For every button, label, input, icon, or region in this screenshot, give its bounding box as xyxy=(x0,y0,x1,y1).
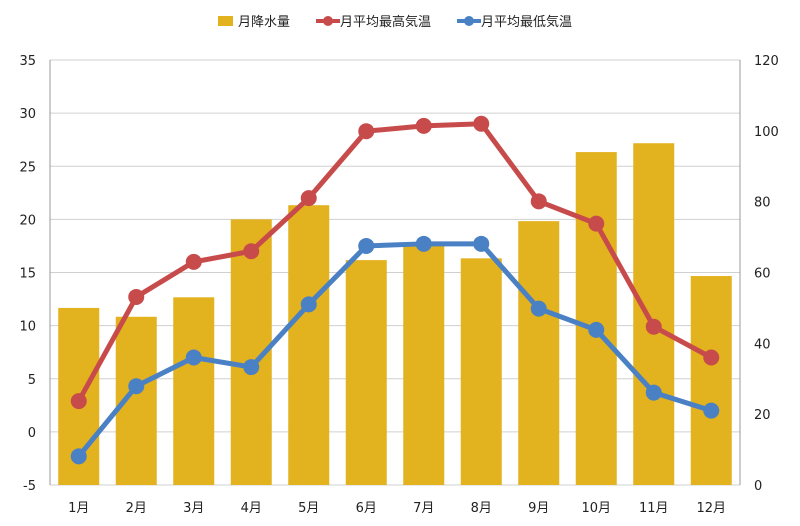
y-left-tick-label: 20 xyxy=(19,213,36,228)
point xyxy=(70,448,87,465)
y-left-tick-label: 35 xyxy=(19,54,36,69)
y-left-tick-label: 30 xyxy=(19,107,36,122)
point xyxy=(243,243,260,260)
legend-label: 月平均最高気温 xyxy=(340,14,431,30)
point xyxy=(70,393,87,410)
y-left-tick-label: 10 xyxy=(19,320,36,335)
point xyxy=(185,253,202,270)
point xyxy=(243,359,260,376)
x-tick-label: 5月 xyxy=(298,501,319,516)
y-right-tick-label: 40 xyxy=(754,337,771,352)
bar-precipitation xyxy=(575,152,617,486)
point xyxy=(645,318,662,335)
point xyxy=(473,235,490,252)
bar-precipitation xyxy=(288,205,330,486)
x-tick-label: 11月 xyxy=(639,501,669,516)
y-left-tick-label: 25 xyxy=(19,160,36,175)
point xyxy=(530,300,547,317)
x-tick-label: 4月 xyxy=(241,501,262,516)
y-right-tick-label: 0 xyxy=(754,479,762,494)
x-tick-label: 3月 xyxy=(183,501,204,516)
bar-precipitation xyxy=(690,276,732,485)
x-tick-label: 6月 xyxy=(356,501,377,516)
point xyxy=(530,193,547,210)
legend-label: 月平均最低気温 xyxy=(481,14,572,30)
point xyxy=(185,349,202,366)
x-tick-label: 2月 xyxy=(126,501,147,516)
y-left-tick-label: 5 xyxy=(28,373,36,388)
point xyxy=(703,402,720,419)
y-right-tick-label: 80 xyxy=(754,196,771,211)
legend-marker xyxy=(464,16,475,26)
point xyxy=(358,123,375,140)
x-tick-label: 12月 xyxy=(696,501,726,516)
x-tick-label: 1月 xyxy=(68,501,89,516)
bar-precipitation xyxy=(403,244,445,485)
line-max-temp xyxy=(76,121,713,403)
y-left-tick-label: -5 xyxy=(23,479,36,494)
point xyxy=(588,215,605,232)
bar-precipitation xyxy=(345,260,387,485)
x-tick-label: 8月 xyxy=(471,501,492,516)
bar-precipitation xyxy=(460,258,502,485)
x-tick-label: 10月 xyxy=(581,501,611,516)
y-right-tick-label: 60 xyxy=(754,267,771,282)
y-left-tick-label: 0 xyxy=(28,426,36,441)
legend-marker xyxy=(323,16,334,26)
x-tick-label: 7月 xyxy=(413,501,434,516)
point xyxy=(300,296,317,313)
bar-precipitation xyxy=(518,221,560,486)
point xyxy=(703,349,720,366)
legend-label: 月降水量 xyxy=(238,15,290,30)
point xyxy=(358,237,375,254)
y-right-tick-label: 120 xyxy=(754,54,779,69)
bar-precipitation xyxy=(633,143,675,485)
point xyxy=(415,235,432,252)
point xyxy=(300,190,317,207)
bar-precipitation xyxy=(173,297,215,485)
y-right-tick-label: 100 xyxy=(754,125,779,140)
x-tick-label: 9月 xyxy=(528,501,549,516)
point xyxy=(415,117,432,134)
line-min-temp xyxy=(76,241,712,458)
point xyxy=(128,378,145,395)
y-right-tick-label: 20 xyxy=(754,408,771,423)
y-left-tick-label: 15 xyxy=(19,267,36,282)
point xyxy=(128,288,145,305)
legend-marker xyxy=(218,16,233,26)
point xyxy=(588,321,605,338)
point xyxy=(473,115,490,132)
point xyxy=(645,384,662,401)
